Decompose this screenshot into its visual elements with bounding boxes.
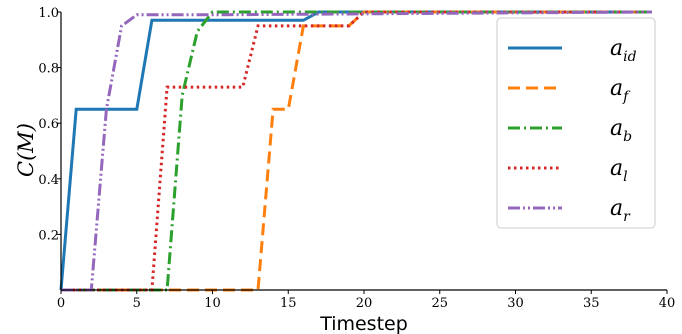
legend-label-a-l: al	[610, 156, 628, 185]
y-tick-label: 0.8	[38, 62, 59, 77]
ticks-layer: 0 5 10 15 20 25 30 35 40 0.2 0.4 0.6 0.8 1.0	[38, 6, 675, 311]
series-line-a-l	[61, 10, 652, 292]
x-tick-label: 5	[133, 296, 141, 311]
series-line-a-f	[61, 10, 652, 292]
legend: aid af ab al ar	[496, 17, 656, 229]
x-tick-label: 25	[431, 296, 448, 311]
y-tick-label: 0.4	[38, 173, 59, 188]
y-tick-label: 0.6	[38, 117, 59, 132]
x-axis-title: Timestep	[319, 313, 408, 334]
legend-label-a-b: ab	[610, 116, 632, 145]
x-tick-label: 30	[507, 296, 524, 311]
x-tick-label: 10	[204, 296, 221, 311]
y-tick-label: 0.2	[38, 228, 59, 243]
series-line-a-b	[61, 10, 652, 292]
x-tick-label: 20	[356, 296, 373, 311]
x-tick-label: 35	[583, 296, 600, 311]
legend-label-a-id: aid	[610, 36, 637, 65]
legend-label-a-f: af	[610, 76, 631, 105]
y-axis-title: C(M)	[14, 123, 38, 177]
legend-label-a-r: ar	[610, 196, 631, 225]
series-line-a-id	[59, 10, 652, 291]
legend-box	[496, 17, 656, 229]
y-tick-label: 1.0	[38, 6, 59, 21]
x-tick-label: 15	[280, 296, 297, 311]
x-tick-label: 0	[57, 296, 65, 311]
x-tick-label: 40	[659, 296, 676, 311]
